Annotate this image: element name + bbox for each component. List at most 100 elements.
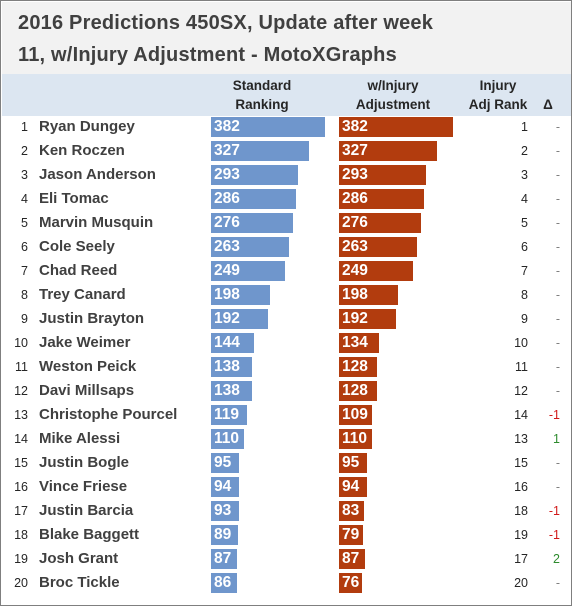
table-row: 4 Eli Tomac 286 286 4 - xyxy=(2,187,571,211)
table-row: 11 Weston Peick 138 128 11 - xyxy=(2,355,571,379)
rider-name: Broc Tickle xyxy=(39,574,120,591)
adjusted-value-label: 87 xyxy=(342,550,360,567)
adj-rank-value: 20 xyxy=(514,576,528,590)
rider-name: Eli Tomac xyxy=(39,190,109,207)
adjusted-bar xyxy=(339,477,367,497)
adjusted-value-label: 94 xyxy=(342,478,360,495)
delta-value: -1 xyxy=(548,528,560,542)
adj-rank-value: 10 xyxy=(514,336,528,350)
delta-value: - xyxy=(555,192,560,206)
adjusted-value-label: 109 xyxy=(342,406,368,423)
adj-rank-value: 5 xyxy=(521,216,528,230)
adjusted-bar xyxy=(339,285,398,305)
adjusted-value-label: 134 xyxy=(342,334,368,351)
adj-rank-value: 1 xyxy=(521,120,528,134)
adj-rank-value: 2 xyxy=(521,144,528,158)
adjusted-value-label: 198 xyxy=(342,286,368,303)
table-row: 18 Blake Baggett 89 79 19 -1 xyxy=(2,523,571,547)
chart-title-line-2: 11, w/Injury Adjustment - MotoXGraphs xyxy=(18,44,397,66)
delta-value: -1 xyxy=(548,408,560,422)
delta-value: - xyxy=(555,336,560,350)
adjusted-bar xyxy=(339,453,367,473)
table-row: 10 Jake Weimer 144 134 10 - xyxy=(2,331,571,355)
table-row: 5 Marvin Musquin 276 276 5 - xyxy=(2,211,571,235)
standard-value-label: 93 xyxy=(214,502,232,519)
table-row: 14 Mike Alessi 110 110 13 1 xyxy=(2,427,571,451)
rider-name: Justin Bogle xyxy=(39,454,130,471)
standard-bar xyxy=(211,165,298,185)
rider-name: Vince Friese xyxy=(39,478,128,495)
standard-bar xyxy=(211,285,270,305)
table-row: 3 Jason Anderson 293 293 3 - xyxy=(2,163,571,187)
rider-name: Chad Reed xyxy=(39,262,118,279)
adj-rank-value: 12 xyxy=(514,384,528,398)
table-row: 1 Ryan Dungey 382 382 1 - xyxy=(2,115,571,139)
header-adj-rank: Injury Adj Rank xyxy=(462,76,534,114)
delta-value: - xyxy=(555,168,560,182)
rank-label: 18 xyxy=(14,528,28,542)
adj-rank-value: 7 xyxy=(521,264,528,278)
rank-label: 19 xyxy=(14,552,28,566)
standard-value-label: 198 xyxy=(214,286,240,303)
delta-value: -1 xyxy=(548,504,560,518)
standard-bar xyxy=(211,549,237,569)
adj-rank-value: 18 xyxy=(514,504,528,518)
header-standard-line2: Ranking xyxy=(235,97,289,112)
adjusted-bar xyxy=(339,189,424,209)
adjusted-bar xyxy=(339,549,365,569)
delta-value: - xyxy=(555,384,560,398)
rank-label: 12 xyxy=(14,384,28,398)
delta-value: - xyxy=(555,456,560,470)
title-area: 2016 Predictions 450SX, Update after wee… xyxy=(2,2,571,74)
standard-value-label: 293 xyxy=(214,166,240,183)
adjusted-bar xyxy=(339,405,372,425)
adj-rank-value: 4 xyxy=(521,192,528,206)
adjusted-bar xyxy=(339,165,426,185)
rider-name: Justin Barcia xyxy=(39,502,134,519)
rider-name: Cole Seely xyxy=(39,238,115,255)
adjusted-value-label: 79 xyxy=(342,526,360,543)
standard-value-label: 263 xyxy=(214,238,240,255)
standard-value-label: 138 xyxy=(214,358,240,375)
rider-name: Blake Baggett xyxy=(39,526,140,543)
adjusted-value-label: 293 xyxy=(342,166,368,183)
adj-rank-value: 19 xyxy=(514,528,528,542)
rank-label: 11 xyxy=(15,360,28,374)
standard-bar xyxy=(211,213,293,233)
standard-value-label: 119 xyxy=(214,406,240,423)
standard-value-label: 192 xyxy=(214,310,240,327)
rider-name: Christophe Pourcel xyxy=(39,406,178,423)
header-adjusted-line1: w/Injury xyxy=(367,78,419,93)
standard-bar xyxy=(211,429,244,449)
standard-bar xyxy=(211,333,254,353)
standard-bar xyxy=(211,477,239,497)
adjusted-bar xyxy=(339,573,362,593)
rank-label: 3 xyxy=(21,168,28,182)
adjusted-bar xyxy=(339,309,396,329)
adjusted-value-label: 286 xyxy=(342,190,368,207)
table-row: 8 Trey Canard 198 198 8 - xyxy=(2,283,571,307)
standard-value-label: 110 xyxy=(214,430,240,447)
adjusted-value-label: 128 xyxy=(342,358,368,375)
table-row: 9 Justin Brayton 192 192 9 - xyxy=(2,307,571,331)
delta-value: - xyxy=(555,240,560,254)
rank-label: 6 xyxy=(21,240,28,254)
standard-value-label: 382 xyxy=(214,118,240,135)
adjusted-value-label: 192 xyxy=(342,310,368,327)
adjusted-bar xyxy=(339,357,377,377)
table-row: 20 Broc Tickle 86 76 20 - xyxy=(2,571,571,595)
header-adjusted-line2: Adjustment xyxy=(355,97,431,112)
standard-value-label: 95 xyxy=(214,454,232,471)
adj-rank-value: 15 xyxy=(514,456,528,470)
delta-value: - xyxy=(555,480,560,494)
adj-rank-value: 3 xyxy=(521,168,528,182)
delta-value: - xyxy=(555,576,560,590)
adjusted-bar xyxy=(339,117,453,137)
adjusted-bar xyxy=(339,141,437,161)
standard-value-label: 138 xyxy=(214,382,240,399)
adjusted-value-label: 263 xyxy=(342,238,368,255)
standard-value-label: 249 xyxy=(214,262,240,279)
adj-rank-value: 13 xyxy=(514,432,528,446)
header-adjusted: w/Injury Adjustment xyxy=(338,76,448,114)
